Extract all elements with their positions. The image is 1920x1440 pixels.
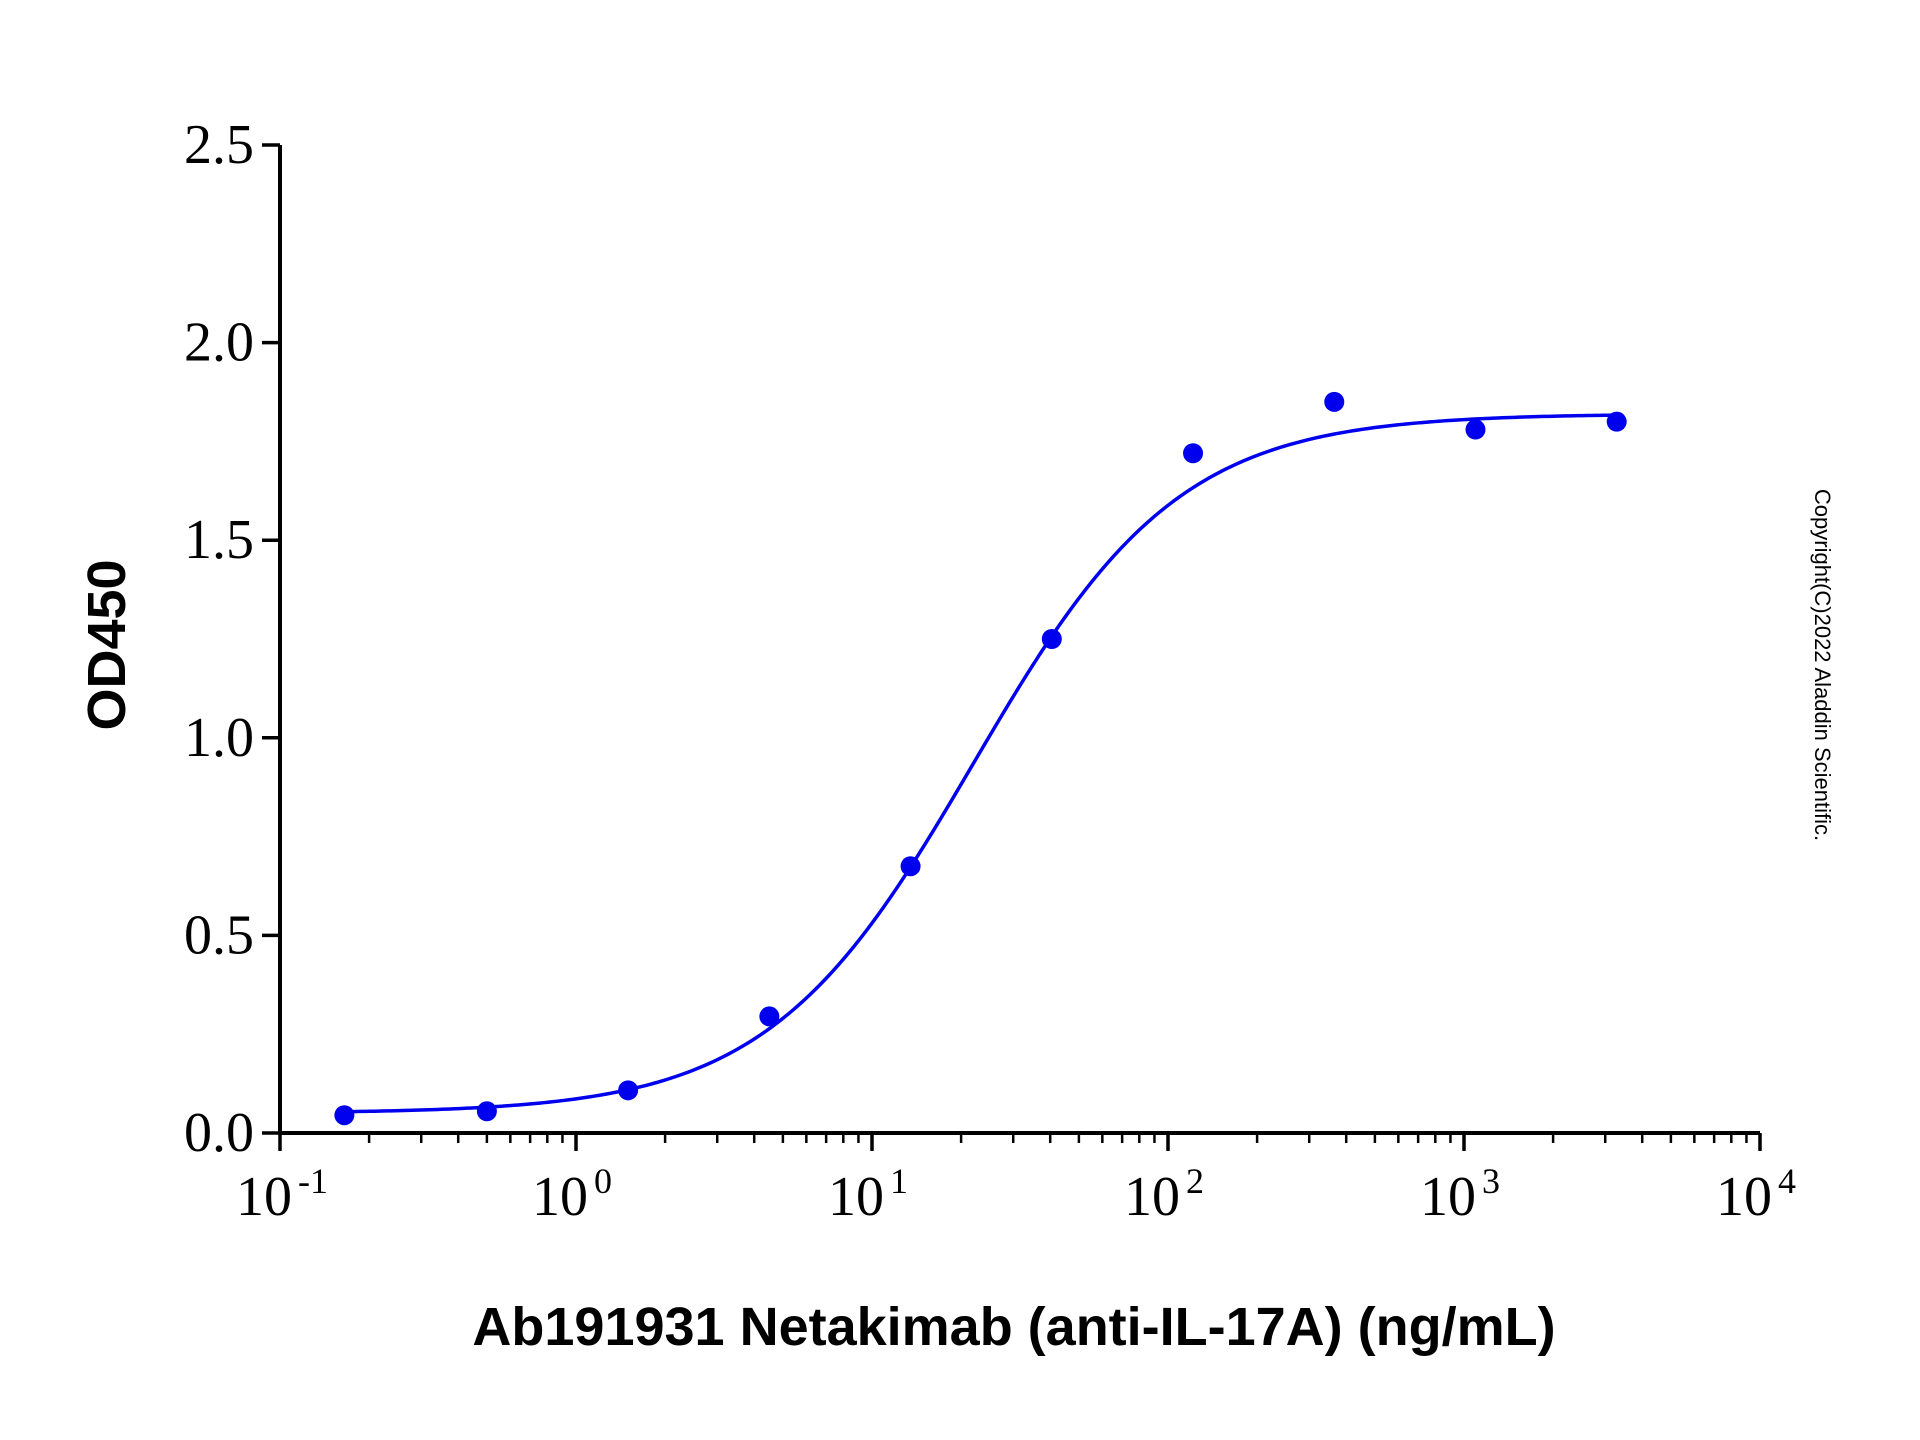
y-tick-label: 0.5 bbox=[184, 904, 254, 966]
data-point bbox=[1324, 391, 1345, 412]
x-axis-title: Ab191931 Netakimab (anti-IL-17A) (ng/mL) bbox=[472, 1297, 1555, 1357]
data-point bbox=[618, 1080, 639, 1101]
y-axis: 0.0 0.5 1.0 1.5 2.0 2.5 bbox=[184, 114, 282, 1164]
y-tick-label: 1.0 bbox=[184, 707, 254, 769]
x-tick-base: 10 bbox=[1716, 1166, 1772, 1228]
data-point bbox=[1606, 411, 1627, 432]
x-axis: 10 -1 10 0 10 1 10 2 10 3 10 4 bbox=[236, 1131, 1796, 1228]
x-tick-base: 10 bbox=[1420, 1166, 1476, 1228]
x-tick-label: 10 3 bbox=[1420, 1161, 1500, 1228]
x-tick-exponent: 2 bbox=[1186, 1161, 1204, 1201]
y-tick-label: 1.5 bbox=[184, 509, 254, 571]
x-tick-exponent: 4 bbox=[1778, 1161, 1796, 1201]
y-tick-label: 0.0 bbox=[184, 1102, 254, 1164]
x-tick-label: 10 4 bbox=[1716, 1161, 1796, 1228]
fit-curve bbox=[344, 413, 1617, 1114]
data-point bbox=[900, 856, 921, 877]
x-tick-base: 10 bbox=[828, 1166, 884, 1228]
data-point bbox=[476, 1101, 497, 1122]
x-tick-exponent: 1 bbox=[890, 1161, 908, 1201]
x-tick-base: 10 bbox=[1124, 1166, 1180, 1228]
data-point bbox=[1183, 443, 1204, 464]
x-tick-base: 10 bbox=[532, 1166, 588, 1228]
x-tick-label: 10 1 bbox=[828, 1161, 908, 1228]
y-tick-label: 2.5 bbox=[184, 114, 254, 176]
x-tick-exponent: 0 bbox=[594, 1161, 612, 1201]
data-point bbox=[1041, 629, 1062, 649]
copyright-notice: Copyright(C)2022 Aladdin Scientific. bbox=[1810, 489, 1835, 841]
x-tick-exponent: -1 bbox=[298, 1161, 328, 1201]
x-tick-label: 10 0 bbox=[532, 1161, 612, 1228]
x-tick-exponent: 3 bbox=[1482, 1161, 1500, 1201]
data-point bbox=[334, 1105, 355, 1126]
x-tick-label: 10 -1 bbox=[236, 1161, 328, 1228]
x-tick-base: 10 bbox=[236, 1166, 292, 1228]
y-axis-title: OD450 bbox=[77, 559, 137, 730]
data-point bbox=[759, 1006, 780, 1027]
x-tick-label: 10 2 bbox=[1124, 1161, 1204, 1228]
data-point bbox=[1465, 419, 1486, 440]
y-tick-label: 2.0 bbox=[184, 312, 254, 374]
